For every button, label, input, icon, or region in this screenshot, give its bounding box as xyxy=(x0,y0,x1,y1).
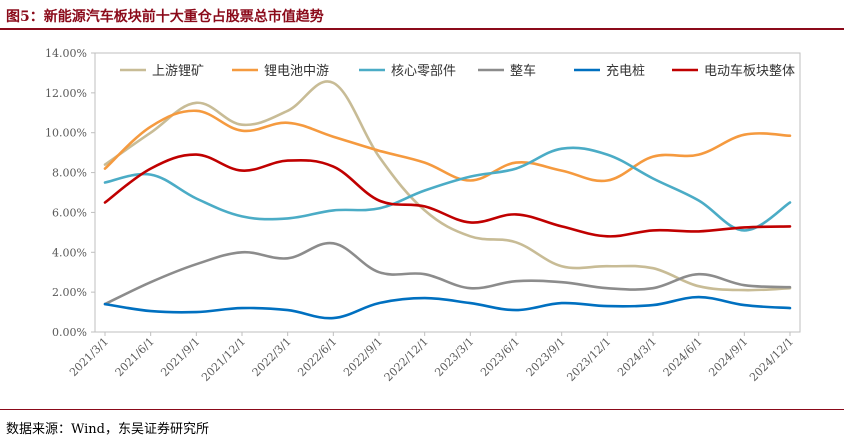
x-tick-label: 2024/6/1 xyxy=(661,335,705,379)
x-tick-label: 2024/9/1 xyxy=(706,335,750,379)
x-tick-label: 2021/6/1 xyxy=(113,335,157,379)
legend-label-3: 整车 xyxy=(510,63,536,79)
x-tick-label: 2021/12/1 xyxy=(199,335,248,384)
y-tick-label: 6.00% xyxy=(52,206,87,219)
x-tick-label: 2024/3/1 xyxy=(615,335,659,379)
y-tick-label: 14.00% xyxy=(45,47,87,60)
chart-area: 0.00% 2.00% 4.00% 6.00% 8.00% 10.00% 12.00% 14.… xyxy=(0,34,844,409)
x-tick-label: 2021/9/1 xyxy=(158,335,202,379)
legend-label-5: 电动车板块整体 xyxy=(704,63,795,79)
x-tick-label: 2022/6/1 xyxy=(295,335,339,379)
y-tick-label: 12.00% xyxy=(45,87,87,100)
y-tick-label: 4.00% xyxy=(52,246,87,259)
legend: 上游锂矿 锂电池中游 核心零部件 整车 充电桩 电动车板块整体 xyxy=(120,63,795,79)
y-tick-label: 0.00% xyxy=(52,326,87,339)
x-tick-label: 2023/6/1 xyxy=(478,335,522,379)
line-chart: 0.00% 2.00% 4.00% 6.00% 8.00% 10.00% 12.00% 14.… xyxy=(45,47,801,384)
y-tick-label: 2.00% xyxy=(52,286,87,299)
x-tick-label: 2022/12/1 xyxy=(382,335,431,384)
x-tick-label: 2024/12/1 xyxy=(747,335,796,384)
series-line-1 xyxy=(103,109,792,183)
legend-label-1: 锂电池中游 xyxy=(264,64,329,79)
y-tick-label: 8.00% xyxy=(52,167,87,180)
series-line-3 xyxy=(103,241,792,306)
y-tick-label: 10.00% xyxy=(45,127,87,140)
x-tick-label: 2022/9/1 xyxy=(341,335,385,379)
x-tick-label: 2023/9/1 xyxy=(524,335,568,379)
legend-label-4: 充电桩 xyxy=(606,63,645,79)
legend-label-2: 核心零部件 xyxy=(391,64,456,79)
plot-border xyxy=(94,52,801,333)
grid-layer xyxy=(94,52,801,333)
series-line-2 xyxy=(103,146,792,232)
source-note: 数据来源：Wind，东吴证券研究所 xyxy=(6,422,209,437)
x-tick-label: 2022/3/1 xyxy=(250,335,294,379)
x-tick-label: 2023/3/1 xyxy=(432,335,476,379)
title-bar: 图5：新能源汽车板块前十大重仓占股票总市值趋势 xyxy=(0,0,844,30)
series-line-0 xyxy=(103,80,792,292)
x-tick-label: 2023/12/1 xyxy=(564,335,613,384)
series-line-4 xyxy=(103,295,792,320)
figure-title: 图5：新能源汽车板块前十大重仓占股票总市值趋势 xyxy=(6,9,324,25)
series-line-5 xyxy=(103,153,792,238)
bottom-divider xyxy=(0,409,844,410)
x-tick-label: 2021/3/1 xyxy=(67,335,111,379)
series-layer xyxy=(103,80,792,320)
legend-label-0: 上游锂矿 xyxy=(152,64,204,79)
axis-layer: 0.00% 2.00% 4.00% 6.00% 8.00% 10.00% 12.00% 14.… xyxy=(45,47,796,384)
